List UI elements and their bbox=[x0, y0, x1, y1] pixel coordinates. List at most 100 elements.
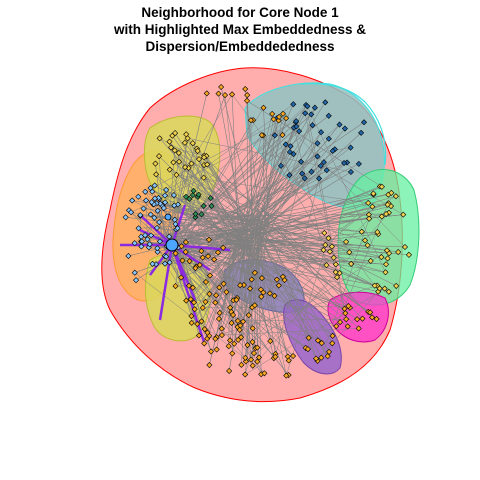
edge bbox=[254, 217, 338, 278]
edge bbox=[202, 305, 349, 309]
node bbox=[249, 325, 256, 332]
node bbox=[208, 202, 215, 210]
node bbox=[280, 110, 287, 117]
node bbox=[189, 192, 196, 199]
node bbox=[192, 210, 199, 218]
node bbox=[384, 201, 391, 208]
edge bbox=[171, 241, 345, 310]
edge bbox=[231, 236, 332, 247]
node bbox=[347, 168, 354, 175]
node bbox=[137, 212, 144, 219]
node bbox=[168, 144, 175, 151]
node bbox=[378, 254, 385, 261]
node bbox=[179, 257, 186, 264]
core-node bbox=[165, 238, 179, 252]
edge bbox=[145, 191, 239, 341]
node bbox=[170, 192, 177, 199]
node bbox=[283, 115, 290, 122]
node bbox=[173, 171, 180, 178]
node bbox=[148, 232, 155, 239]
node bbox=[348, 260, 355, 267]
node bbox=[198, 248, 205, 255]
node bbox=[212, 335, 219, 342]
edge bbox=[176, 134, 263, 252]
node bbox=[201, 340, 208, 347]
edge bbox=[201, 118, 287, 215]
edge bbox=[174, 237, 329, 245]
node bbox=[317, 162, 324, 169]
node bbox=[324, 353, 331, 360]
node bbox=[309, 122, 316, 129]
node bbox=[192, 265, 199, 272]
node bbox=[247, 285, 254, 292]
node bbox=[185, 282, 192, 289]
edge bbox=[195, 213, 251, 225]
edge bbox=[244, 173, 303, 375]
node bbox=[160, 205, 167, 212]
edge bbox=[241, 193, 374, 222]
node bbox=[374, 229, 381, 236]
node bbox=[242, 85, 249, 93]
node bbox=[378, 213, 385, 220]
node bbox=[227, 304, 234, 311]
edge bbox=[254, 231, 326, 246]
node bbox=[147, 184, 154, 192]
node bbox=[205, 236, 212, 243]
node bbox=[326, 248, 333, 255]
node bbox=[191, 306, 198, 313]
node bbox=[161, 192, 169, 199]
edge bbox=[263, 113, 284, 223]
edge bbox=[246, 100, 249, 248]
edge bbox=[165, 239, 390, 254]
node bbox=[194, 320, 201, 328]
node bbox=[359, 315, 366, 322]
node bbox=[257, 286, 264, 293]
edge bbox=[192, 194, 237, 253]
node bbox=[258, 275, 265, 282]
edge bbox=[187, 138, 352, 173]
node bbox=[188, 313, 195, 320]
edge bbox=[176, 174, 258, 212]
node bbox=[172, 250, 179, 257]
node bbox=[218, 325, 225, 332]
edge bbox=[162, 244, 351, 308]
node bbox=[223, 289, 230, 296]
node bbox=[244, 342, 251, 349]
node bbox=[382, 269, 389, 276]
node bbox=[373, 315, 380, 323]
node bbox=[154, 245, 161, 252]
edge bbox=[171, 147, 207, 157]
edge bbox=[246, 95, 254, 227]
edge bbox=[249, 230, 371, 313]
edge bbox=[261, 206, 373, 297]
node bbox=[330, 254, 337, 261]
node bbox=[254, 358, 261, 365]
node bbox=[151, 214, 158, 221]
node bbox=[234, 317, 241, 324]
node bbox=[206, 290, 213, 297]
edge bbox=[240, 240, 322, 344]
node bbox=[242, 354, 249, 361]
edge bbox=[176, 190, 194, 251]
node bbox=[196, 261, 203, 269]
node bbox=[314, 153, 321, 160]
edge bbox=[251, 227, 399, 253]
edge bbox=[198, 159, 236, 256]
edge bbox=[159, 162, 348, 242]
node bbox=[206, 362, 213, 369]
node bbox=[144, 236, 151, 243]
node bbox=[320, 159, 327, 166]
node bbox=[170, 159, 177, 166]
node bbox=[188, 160, 195, 167]
node bbox=[218, 332, 225, 339]
node bbox=[201, 326, 208, 333]
node bbox=[354, 316, 361, 323]
edge bbox=[180, 164, 205, 253]
node bbox=[364, 242, 371, 249]
node bbox=[151, 182, 158, 189]
node bbox=[233, 296, 240, 303]
node bbox=[195, 191, 202, 198]
node bbox=[216, 284, 223, 291]
node bbox=[384, 255, 391, 262]
edge bbox=[178, 161, 241, 244]
